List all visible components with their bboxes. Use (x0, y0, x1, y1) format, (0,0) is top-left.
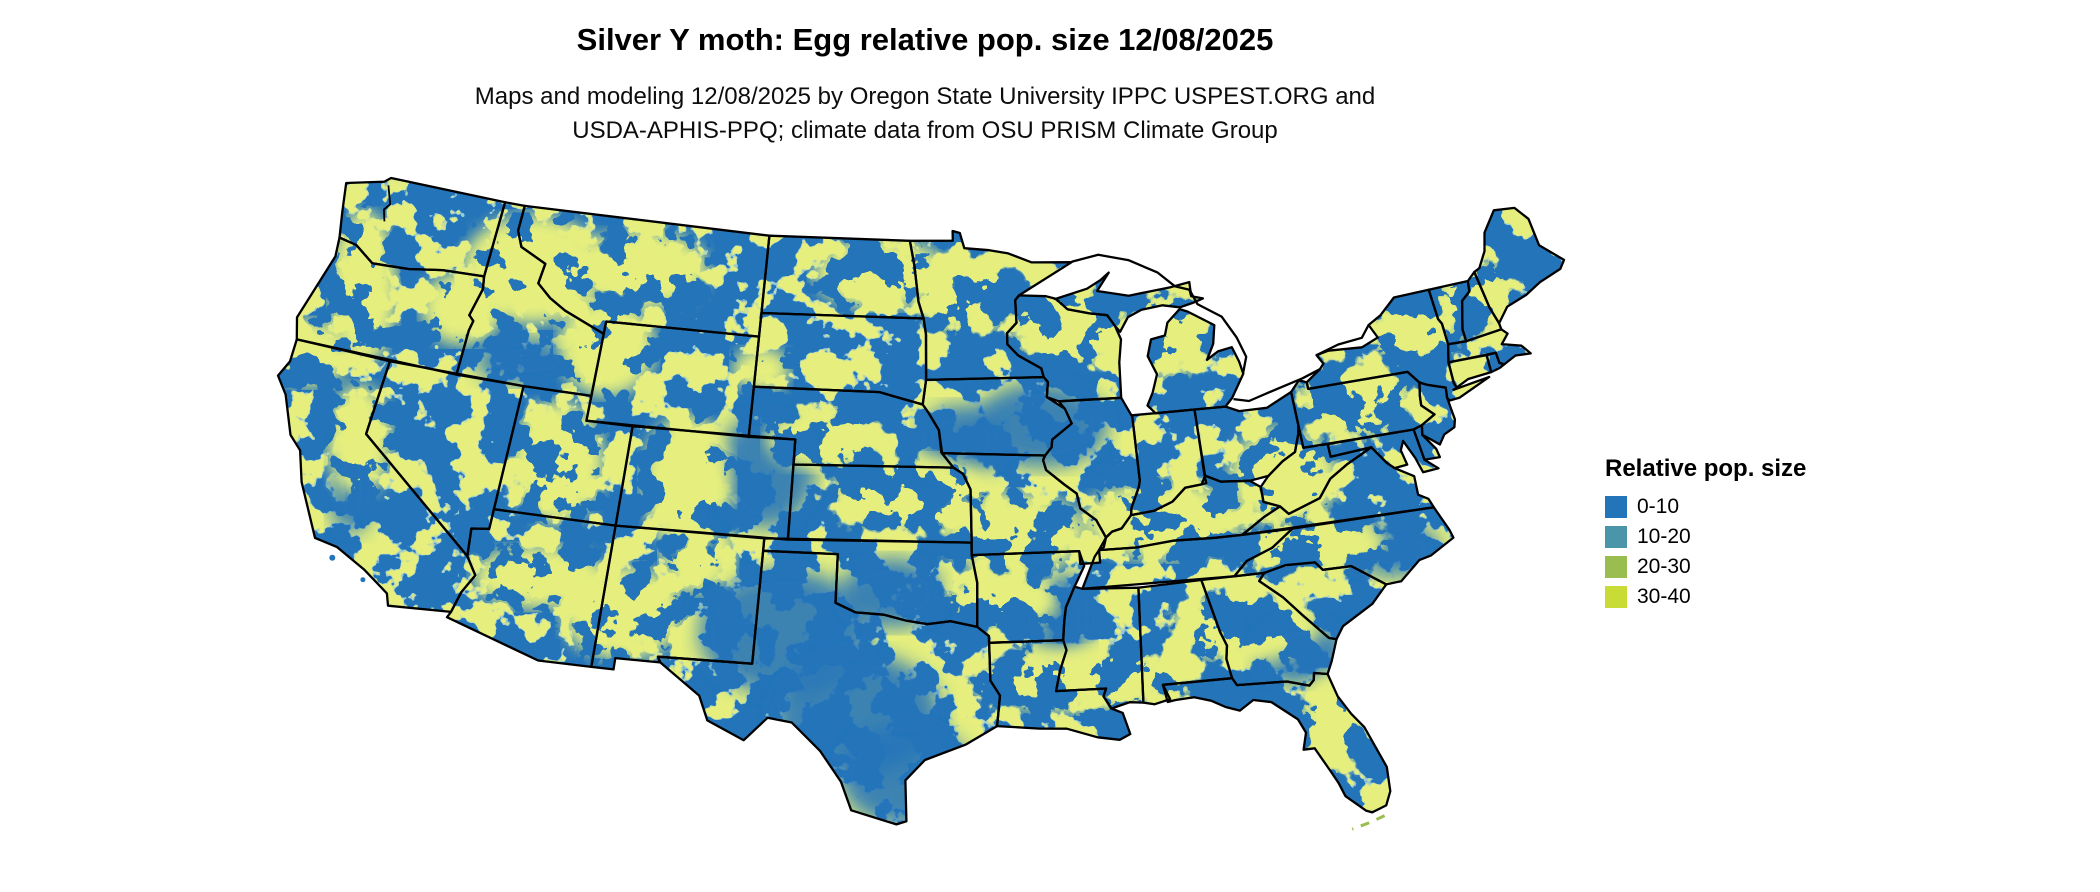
legend-swatch-20-30 (1605, 556, 1627, 578)
legend-item-30-40: 30-40 (1605, 585, 1806, 609)
legend-item-0-10: 0-10 (1605, 495, 1806, 519)
canada-border-lake-line (1188, 289, 1248, 374)
channel-island (329, 554, 336, 561)
legend-swatch-30-40 (1605, 586, 1627, 608)
map-state-borders (276, 176, 1566, 831)
figure-subtitle: Maps and modeling 12/08/2025 by Oregon S… (230, 80, 1620, 148)
us-map (275, 174, 1567, 892)
us-map-svg (276, 176, 1566, 831)
canada-border-lake-line (1315, 324, 1370, 357)
legend-label-20-30: 20-30 (1637, 555, 1691, 578)
legend-label-30-40: 30-40 (1637, 585, 1691, 608)
legend-item-20-30: 20-30 (1605, 555, 1806, 579)
map-speckle-layer (278, 178, 1564, 825)
figure-title: Silver Y moth: Egg relative pop. size 12… (576, 22, 1274, 57)
channel-island (360, 577, 366, 583)
legend-item-10-20: 10-20 (1605, 525, 1806, 549)
subtitle-line-1: Maps and modeling 12/08/2025 by Oregon S… (474, 83, 1376, 110)
legend-swatch-0-10 (1605, 496, 1627, 518)
legend-label-10-20: 10-20 (1637, 525, 1691, 548)
legend: Relative pop. size 0-10 10-20 20-30 30-4… (1605, 455, 1806, 615)
subtitle-line-2: USDA-APHIS-PPQ; climate data from OSU PR… (572, 117, 1278, 144)
canada-border-lake-line (1233, 368, 1321, 403)
puget-sound-line (383, 185, 392, 222)
legend-title: Relative pop. size (1605, 455, 1807, 482)
legend-label-0-10: 0-10 (1637, 495, 1680, 518)
florida-keys-line (1351, 814, 1386, 831)
legend-swatch-10-20 (1605, 526, 1627, 548)
